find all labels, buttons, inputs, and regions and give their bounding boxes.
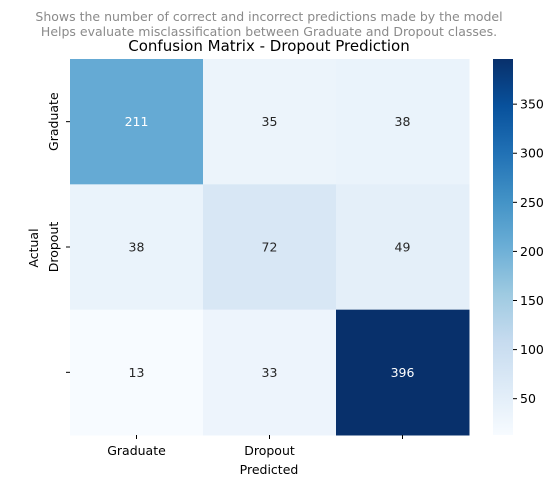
x-axis-label: Predicted [240,462,299,477]
heatmap-cell [70,59,204,185]
y-tick-label: Graduate [46,92,61,151]
cell-value-label: 211 [125,114,149,129]
chart-subtitle-line-2: Helps evaluate misclassification between… [41,24,497,39]
heatmap-cell [203,59,337,185]
cell-value-label: 35 [262,114,278,129]
colorbar-ticks: 50 100 150 200 250 300 350 [513,97,544,406]
heatmap-cell [336,309,470,436]
chart-title: Confusion Matrix - Dropout Prediction [128,37,410,55]
heatmap-cells: 211 35 38 38 72 49 13 33 396 [70,59,470,436]
cell-value-label: 396 [391,365,415,380]
heatmap-cell [336,184,470,311]
cell-value-label: 38 [129,239,145,254]
colorbar [493,59,513,435]
cell-value-label: 38 [395,114,411,129]
heatmap-cell [203,184,337,311]
colorbar-tick-label: 100 [520,342,544,357]
colorbar-tick-label: 150 [520,293,544,308]
colorbar-tick-label: 50 [520,391,536,406]
y-tick-label: Dropout [46,222,61,273]
y-axis-label: Actual [26,228,41,267]
heatmap-cell [70,309,204,436]
x-tick-label: Graduate [107,443,166,458]
x-tick-label: Dropout [244,443,295,458]
heatmap-cell [336,59,470,185]
colorbar-tick-label: 350 [520,97,544,112]
heatmap-cell [70,184,204,311]
colorbar-tick-label: 300 [520,146,544,161]
colorbar-tick-label: 200 [520,244,544,259]
cell-value-label: 33 [262,365,278,380]
chart-subtitle-line-1: Shows the number of correct and incorrec… [35,9,502,24]
cell-value-label: 49 [395,239,411,254]
colorbar-tick-label: 250 [520,195,544,210]
axis-ticks: Graduate Dropout Graduate Dropout [46,92,403,458]
cell-value-label: 13 [129,365,145,380]
cell-value-label: 72 [262,239,278,254]
heatmap-cell [203,309,337,436]
